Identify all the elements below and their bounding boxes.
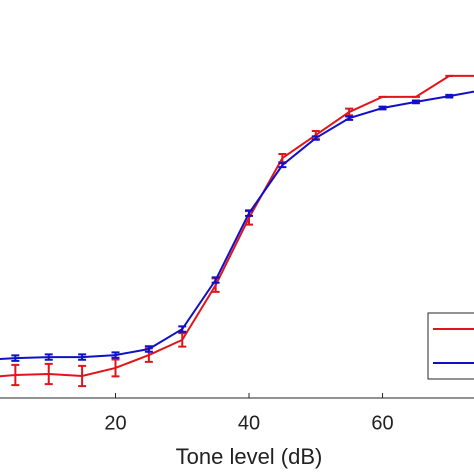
error-bar (245, 209, 254, 217)
error-bar (178, 332, 187, 348)
x-axis-label: Tone level (dB) (176, 444, 323, 469)
x-tick-label: 20 (104, 412, 126, 434)
error-bar (378, 105, 387, 111)
error-bar (44, 353, 53, 361)
error-bar (411, 99, 420, 105)
error-bar (278, 162, 287, 169)
error-bar (111, 351, 120, 359)
error-bar (311, 135, 320, 141)
error-bar (445, 93, 454, 99)
series-line (0, 90, 474, 361)
error-bar (11, 354, 20, 362)
error-bar (78, 353, 87, 361)
legend-box (427, 312, 474, 380)
error-bar (144, 345, 153, 353)
error-bar (78, 364, 87, 388)
error-bar (345, 115, 354, 121)
error-bar (111, 358, 120, 378)
error-bar (44, 362, 53, 386)
series-line (0, 74, 474, 378)
error-bar (211, 276, 220, 284)
x-tick-label: 60 (371, 412, 393, 434)
error-bar (11, 363, 20, 387)
x-tick-label: 40 (238, 412, 260, 434)
error-bar (178, 325, 187, 333)
error-bar (345, 107, 354, 117)
plot-area (0, 74, 474, 388)
